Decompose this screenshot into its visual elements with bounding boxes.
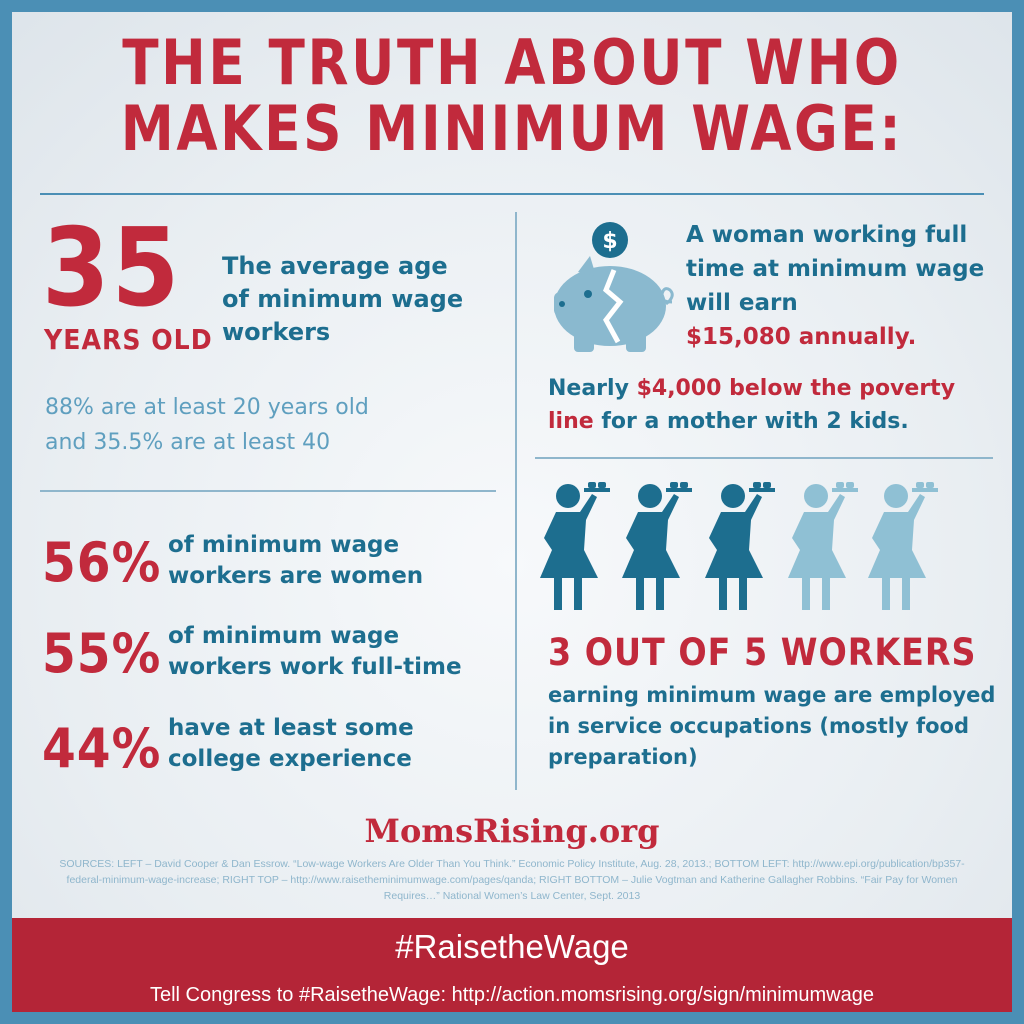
waitress-icon <box>705 480 777 610</box>
call-to-action: Tell Congress to #RaisetheWage: http://a… <box>149 984 874 1006</box>
waitress-icon <box>622 480 694 610</box>
poverty-text: Nearly $4,000 below the poverty line for… <box>548 372 998 438</box>
earnings-text: A woman working full time at minimum wag… <box>686 218 1006 354</box>
earnings-description: A woman working full time at minimum wag… <box>686 222 985 316</box>
age-stats-line-2: and 35.5% are at least 40 <box>45 430 331 455</box>
workers-description: earning minimum wage are employed in ser… <box>548 683 996 769</box>
waitress-icon <box>788 480 860 610</box>
page-title: THE TRUTH ABOUT WHO MAKES MINIMUM WAGE: <box>106 30 918 162</box>
poverty-rest: for a mother with 2 kids. <box>593 409 909 434</box>
age-stats-line-1: 88% are at least 20 years old <box>45 395 369 420</box>
hashtag: #RaisetheWage <box>395 928 629 965</box>
footer-banner <box>0 918 1024 1024</box>
stat-value: 56% <box>42 531 162 594</box>
stat-text: of minimum wage workers are women <box>168 532 424 589</box>
age-description: The average age of minimum wage workers <box>222 252 464 346</box>
svg-text:$: $ <box>602 229 617 254</box>
piggy-bank-broken-icon: $ <box>554 222 674 352</box>
earnings-amount: $15,080 annually. <box>686 324 917 350</box>
stat-text: have at least some college experience <box>168 715 414 772</box>
age-stats: 88% are at least 20 years old and 35.5% … <box>45 390 485 460</box>
waitress-icon <box>540 480 612 610</box>
title-divider <box>40 193 984 195</box>
title-line-1: THE TRUTH ABOUT WHO <box>122 26 902 99</box>
poverty-highlight: $4,000 below the poverty line <box>548 376 956 434</box>
stat-text: of minimum wage workers work full-time <box>168 623 462 680</box>
sources-text: SOURCES: LEFT – David Cooper & Dan Essro… <box>59 858 965 902</box>
poverty-lead: Nearly <box>548 376 637 401</box>
left-divider <box>40 490 496 492</box>
stat-value: 44% <box>42 717 162 780</box>
age-unit: YEARS OLD <box>44 323 213 356</box>
right-divider <box>535 457 993 459</box>
age-number: 35 <box>42 206 182 331</box>
workers-headline: 3 OUT OF 5 WORKERS <box>548 631 977 674</box>
column-divider <box>515 212 517 790</box>
brand-logo: MomsRising.org <box>364 812 660 850</box>
title-line-2: MAKES MINIMUM WAGE: <box>120 92 904 165</box>
stat-value: 55% <box>42 622 162 685</box>
waitress-icon <box>868 480 940 610</box>
